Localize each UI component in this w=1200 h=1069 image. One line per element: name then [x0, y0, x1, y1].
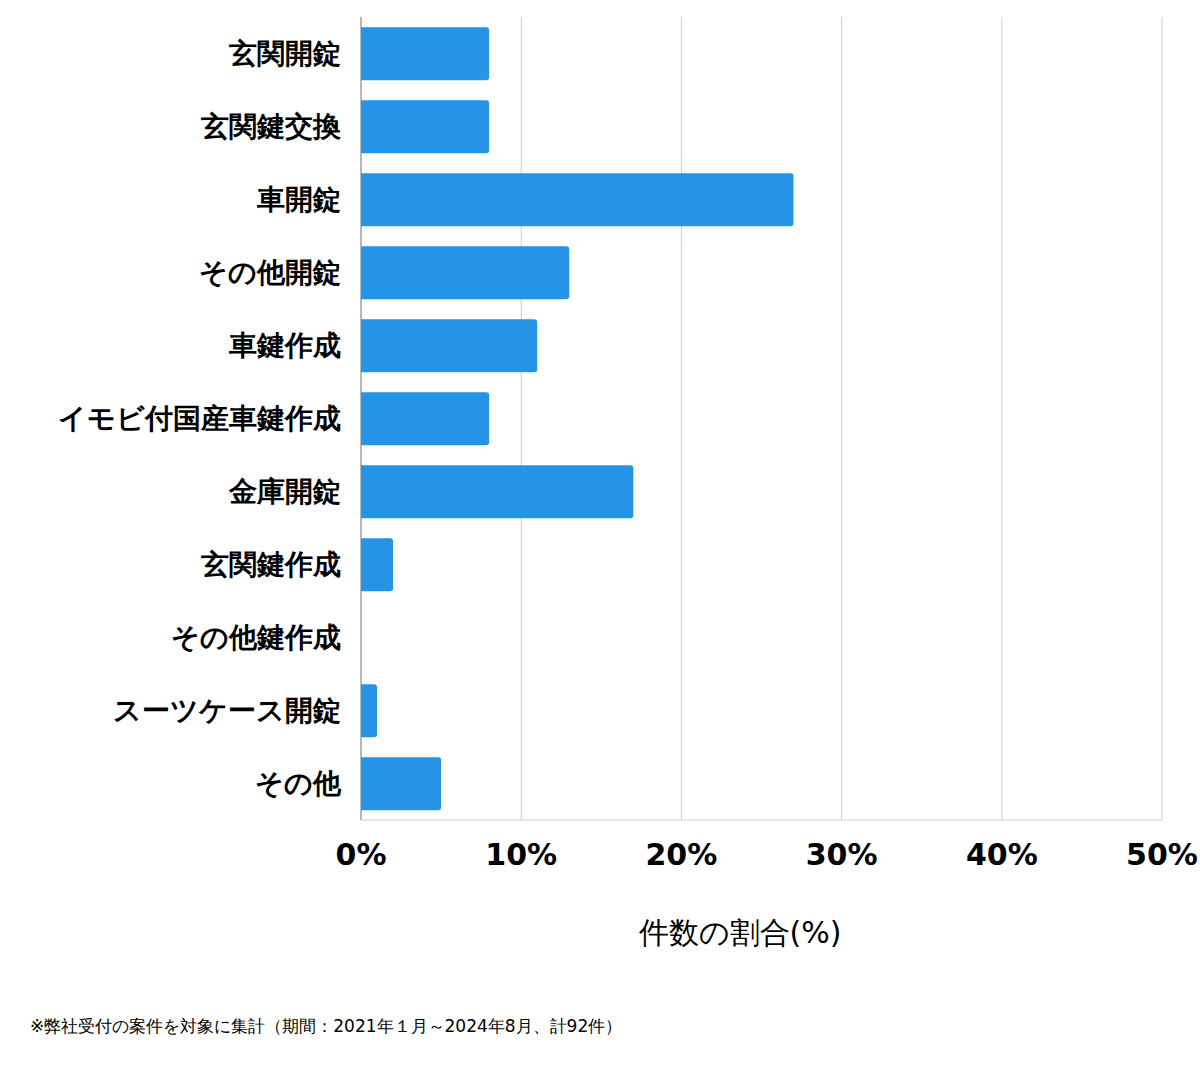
- svg-text:金庫開錠: 金庫開錠: [228, 475, 341, 508]
- svg-text:車開錠: 車開錠: [256, 183, 341, 216]
- svg-text:20%: 20%: [645, 837, 717, 872]
- html-text:※弊社受付の案件を対象に集計（期間：2021年１月～2024: ※弊社受付の案件を対象に集計（期間：2021年１月～2024年8月、計92件）: [30, 1016, 623, 1036]
- svg-text:0%: 0%: [336, 837, 387, 872]
- svg-text:車鍵作成: 車鍵作成: [228, 329, 341, 362]
- svg-text:その他開錠: その他開錠: [199, 256, 341, 289]
- svg-text:玄関鍵作成: 玄関鍵作成: [200, 548, 341, 581]
- svg-text:玄関開錠: 玄関開錠: [228, 37, 341, 70]
- svg-text:イモビ付国産車鍵作成: イモビ付国産車鍵作成: [58, 402, 341, 435]
- svg-text:その他鍵作成: その他鍵作成: [171, 621, 341, 654]
- svg-text:スーツケース開錠: スーツケース開錠: [113, 694, 341, 727]
- svg-text:40%: 40%: [966, 837, 1038, 872]
- html-text:件数の割合(%): 件数の割合(%): [638, 915, 842, 950]
- svg-text:玄関鍵交換: 玄関鍵交換: [200, 110, 341, 143]
- svg-text:10%: 10%: [485, 837, 557, 872]
- svg-text:30%: 30%: [806, 837, 878, 872]
- svg-text:50%: 50%: [1126, 837, 1192, 872]
- svg-text:その他: その他: [255, 767, 342, 800]
